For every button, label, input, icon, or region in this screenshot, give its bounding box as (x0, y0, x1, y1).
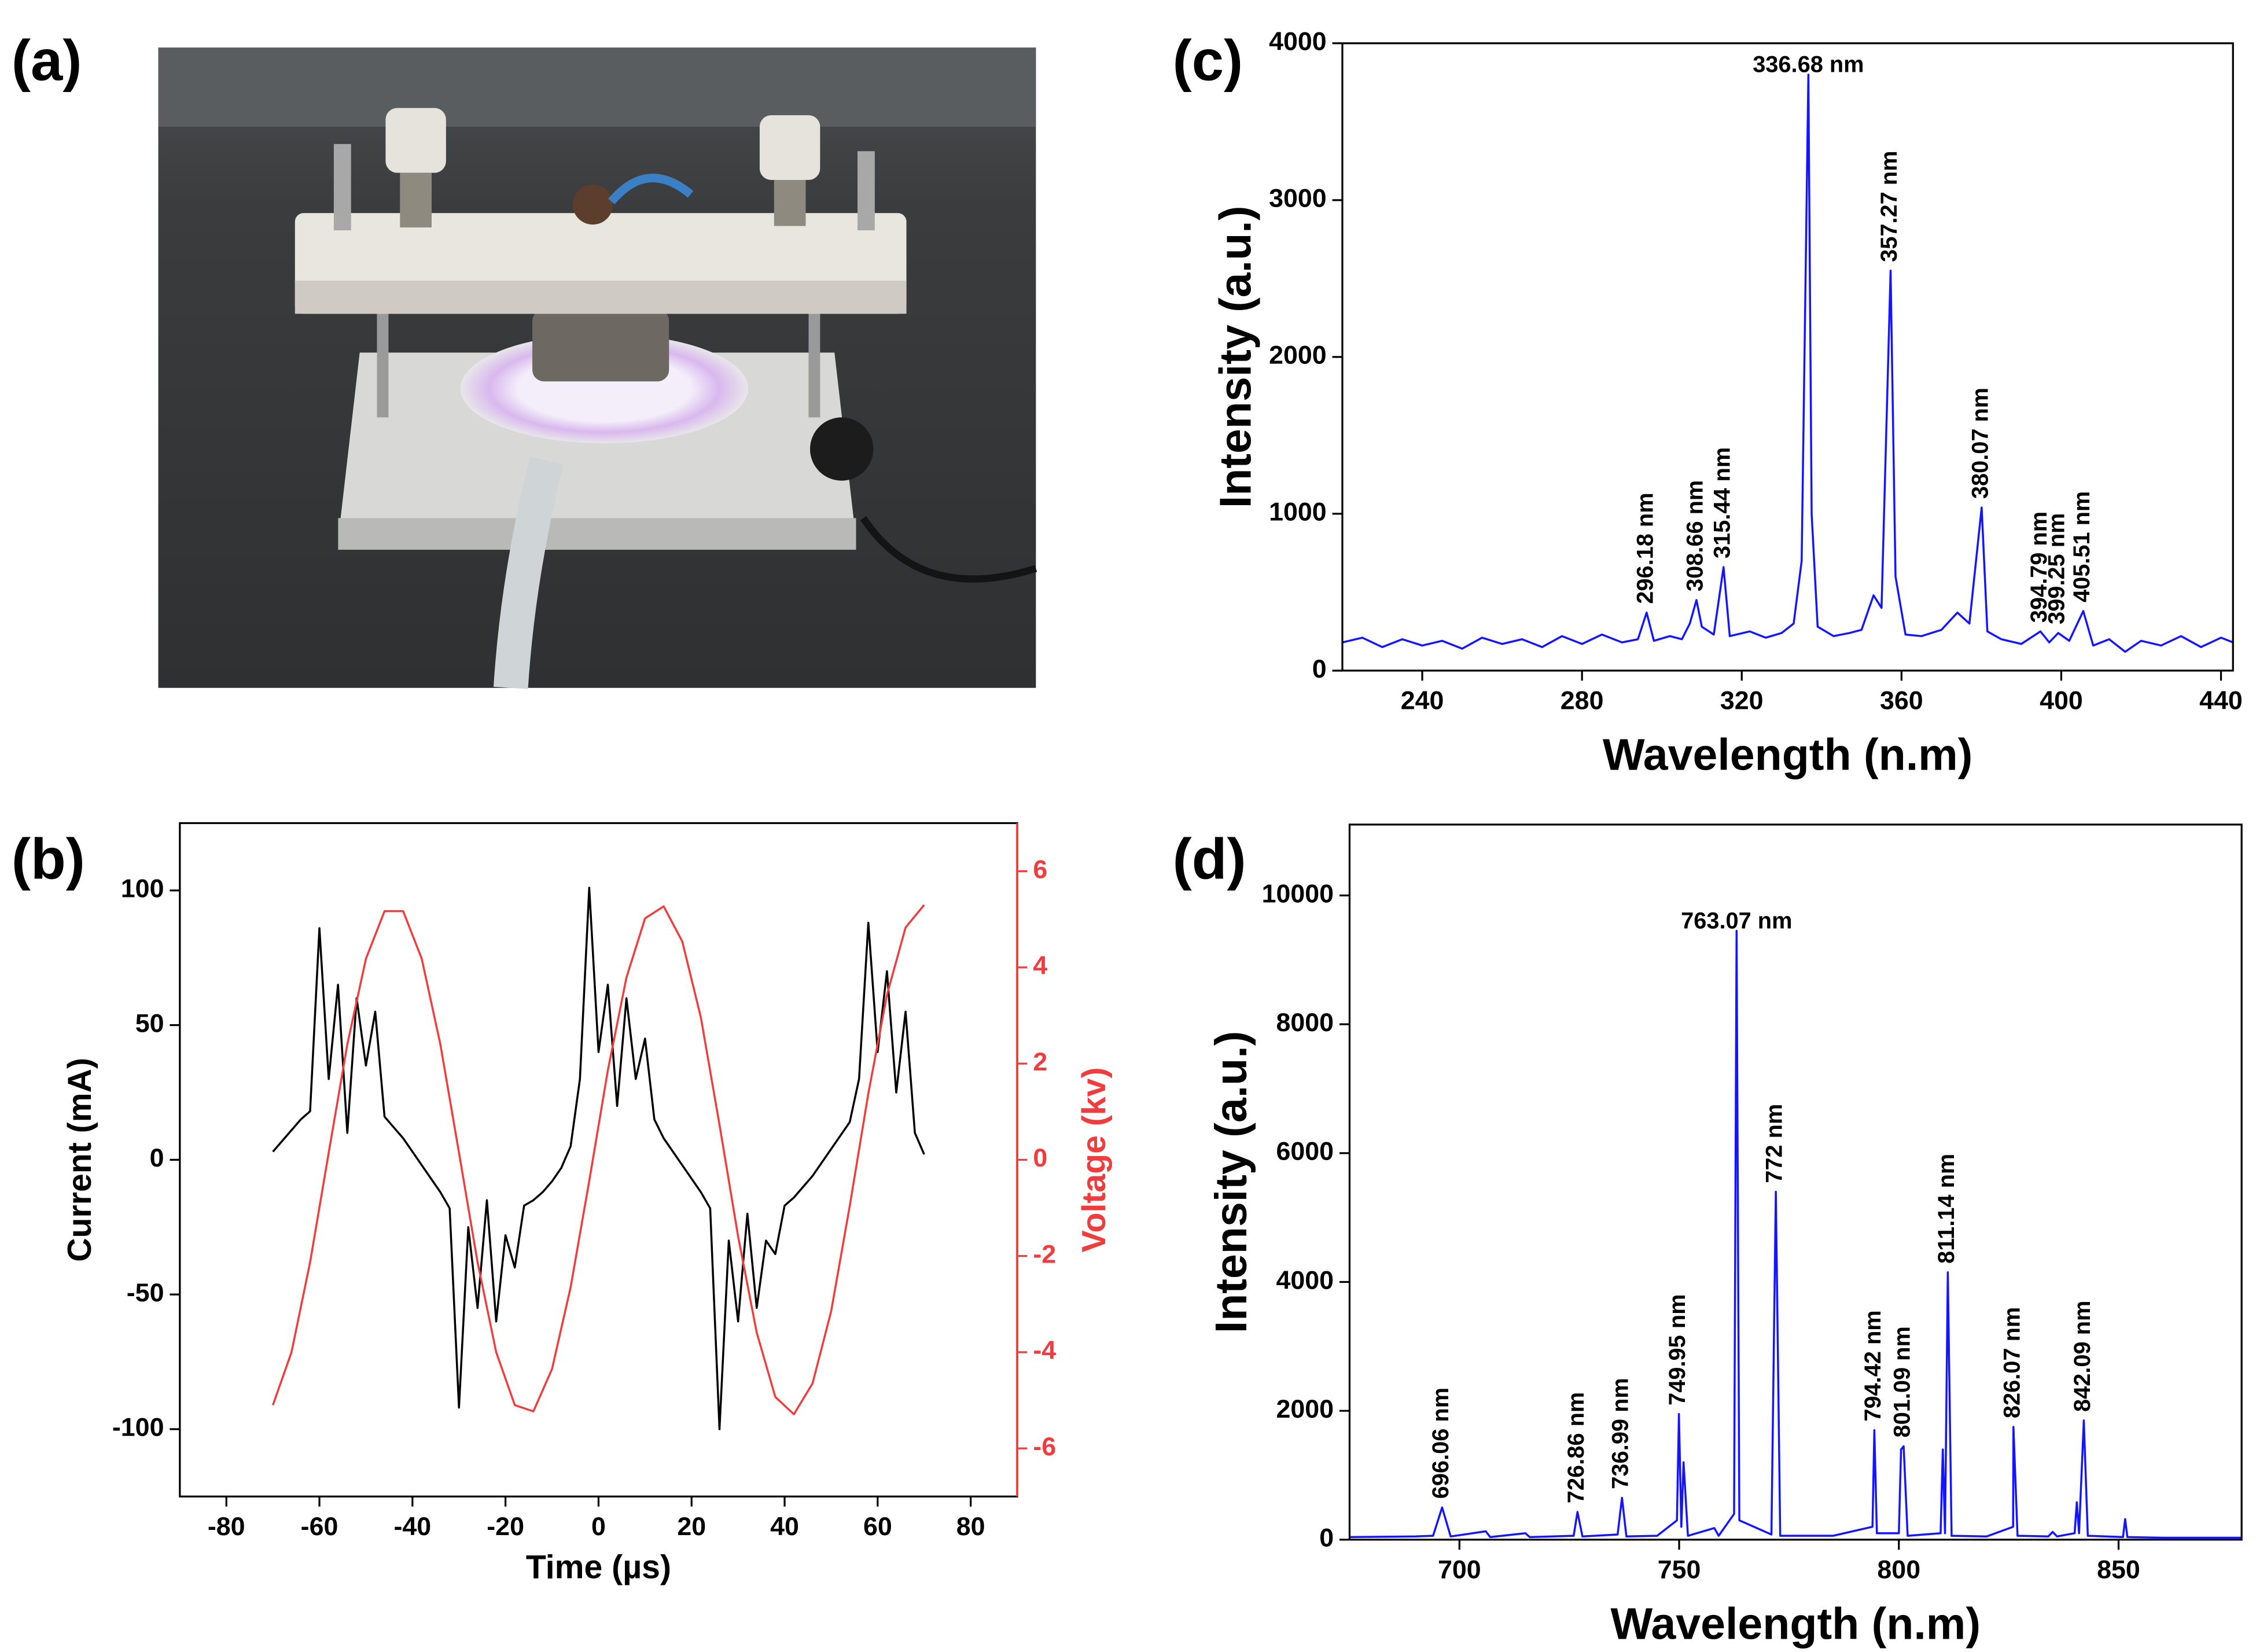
y2-tick-label: -2 (1033, 1239, 1056, 1268)
peak-label: 763.07 nm (1681, 908, 1792, 933)
series-line (271, 904, 925, 1415)
y-tick-label: -100 (112, 1413, 164, 1442)
peak-label: 811.14 nm (1934, 1154, 1959, 1264)
x-tick-label: 850 (2097, 1555, 2140, 1584)
x-tick-label: 320 (1720, 686, 1764, 715)
x-tick-label: 0 (591, 1512, 606, 1541)
plot-frame (1341, 42, 2234, 672)
photo-rod (808, 295, 820, 418)
y2-tick-label: 6 (1033, 855, 1047, 884)
x-axis-title: Wavelength (n.m) (1611, 1599, 1981, 1649)
plot-frame (179, 822, 1018, 1498)
y-tick-label: 100 (121, 874, 164, 903)
peak-label: 736.99 nm (1608, 1378, 1633, 1489)
x-tick-label: 20 (677, 1512, 706, 1541)
peak-label: 399.25 nm (2044, 513, 2070, 624)
x-tick-label: -20 (487, 1512, 524, 1541)
photo-coil (532, 309, 669, 382)
y-axis-title: Current (mA) (61, 1058, 98, 1262)
photo-bolt (857, 151, 875, 231)
y-tick-label: 50 (135, 1009, 164, 1037)
y-tick-label: 6000 (1276, 1137, 1334, 1166)
y-tick-label: 0 (1319, 1524, 1334, 1552)
plot-frame (1348, 823, 2243, 1541)
photo-cable (860, 516, 1037, 583)
peak-label: 842.09 nm (2070, 1301, 2095, 1412)
y2-tick-label: 4 (1033, 951, 1047, 980)
y-tick-label: 8000 (1276, 1008, 1334, 1037)
series-line (1342, 73, 2233, 653)
x-tick-label: 240 (1401, 686, 1444, 715)
y2-tick-label: -6 (1033, 1432, 1056, 1461)
y-tick-label: 3000 (1269, 184, 1327, 213)
peak-label: 405.51 nm (2069, 491, 2095, 602)
photo-knob (759, 115, 820, 181)
photo-rod (377, 295, 389, 418)
y-tick-label: 4000 (1269, 27, 1327, 56)
photo-tube (493, 456, 564, 689)
y-tick-label: 2000 (1276, 1395, 1334, 1423)
y-tick-label: 1000 (1269, 498, 1327, 527)
peak-label: 296.18 nm (1632, 492, 1658, 604)
photo-nut (572, 184, 613, 225)
x-tick-label: 700 (1438, 1555, 1481, 1584)
peak-label: 315.44 nm (1709, 447, 1735, 558)
series-line (272, 886, 925, 1430)
x-tick-label: 60 (863, 1512, 892, 1541)
x-tick-label: 750 (1658, 1555, 1701, 1584)
peak-label: 696.06 nm (1428, 1388, 1453, 1499)
photo-bar-edge (295, 281, 907, 314)
series-line (1349, 929, 2242, 1539)
peak-label: 394.79 nm (2026, 512, 2052, 623)
photo-knob (385, 108, 446, 173)
photo-wire (608, 174, 694, 205)
peak-label: 336.68 nm (1753, 52, 1864, 78)
peak-label: 801.09 nm (1890, 1326, 1915, 1437)
peak-label: 794.42 nm (1860, 1310, 1886, 1421)
x-tick-label: 440 (2199, 686, 2243, 715)
panel-label: (c) (1173, 28, 1243, 93)
photo-bolt (333, 144, 351, 231)
y-axis-title: Intensity (a.u.) (1206, 1031, 1256, 1333)
photo-wall (158, 47, 1036, 127)
panel-label: (a) (12, 28, 82, 93)
peak-label: 357.27 nm (1876, 151, 1902, 262)
y2-tick-label: 0 (1033, 1143, 1047, 1172)
y-axis-title: Intensity (a.u.) (1210, 206, 1260, 508)
peak-label: 826.07 nm (1999, 1307, 2025, 1418)
y-tick-label: 0 (150, 1143, 164, 1172)
photo-base-edge (338, 518, 856, 550)
photo-spring (774, 180, 806, 226)
y2-tick-label: -4 (1033, 1336, 1056, 1365)
x-tick-label: 800 (1877, 1555, 1920, 1584)
peak-label: 308.66 nm (1682, 480, 1707, 591)
y2-tick-label: 2 (1033, 1047, 1047, 1076)
y-tick-label: 0 (1312, 654, 1327, 683)
x-axis-title: Time (µs) (526, 1549, 671, 1586)
x-axis-title: Wavelength (n.m) (1603, 730, 1972, 779)
x-tick-label: 40 (770, 1512, 799, 1541)
y-tick-label: -50 (127, 1278, 164, 1307)
x-tick-label: 80 (956, 1512, 985, 1541)
y-tick-label: 2000 (1269, 341, 1327, 370)
x-tick-label: 400 (2040, 686, 2083, 715)
peak-label: 749.95 nm (1665, 1294, 1690, 1406)
peak-label: 380.07 nm (1967, 388, 1993, 499)
peak-label: 726.86 nm (1563, 1392, 1589, 1503)
x-tick-label: 360 (1880, 686, 1923, 715)
photo-spring (400, 172, 432, 228)
panel-label: (b) (12, 827, 85, 891)
panel-label: (d) (1173, 827, 1246, 891)
photo (158, 47, 1037, 689)
y-tick-label: 4000 (1276, 1265, 1334, 1294)
x-tick-label: -60 (301, 1512, 338, 1541)
photo-cap (809, 417, 874, 481)
y-tick-label: 10000 (1262, 879, 1334, 908)
x-tick-label: -80 (208, 1512, 245, 1541)
peak-label: 772 nm (1762, 1104, 1787, 1183)
x-tick-label: -40 (393, 1512, 431, 1541)
x-tick-label: 280 (1561, 686, 1604, 715)
y2-axis-title: Voltage (kv) (1076, 1067, 1113, 1252)
